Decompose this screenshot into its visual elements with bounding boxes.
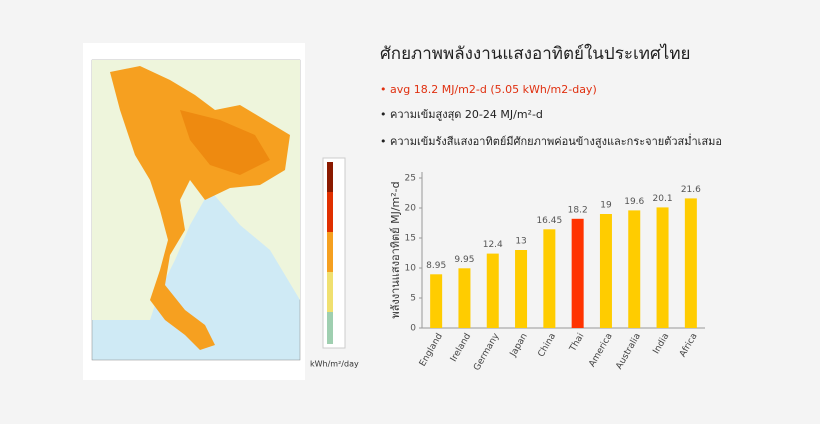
bar — [684, 198, 697, 328]
value-label: 18.2 — [568, 205, 588, 215]
bar — [656, 207, 669, 328]
x-tick-label: Africa — [678, 332, 699, 359]
y-axis-label: พลังงานแสงอาทิตย์ MJ/m²-d — [389, 181, 402, 318]
colorbar — [327, 232, 333, 272]
y-tick-label: 25 — [405, 174, 416, 184]
x-tick-label: Thai — [568, 332, 587, 355]
colorbar-frame — [322, 157, 346, 349]
map-legend-unit: kWh/m²/day — [310, 360, 359, 369]
bullet-text: avg 18.2 MJ/m2-d (5.05 kWh/m2-day) — [390, 83, 597, 96]
bullet: • ความเข้มสูงสุด 20-24 MJ/m²-d — [380, 108, 543, 121]
info-panel: ศักยภาพพลังงานแสงอาทิตย์ในประเทศไทย • av… — [380, 40, 810, 159]
y-tick-label: 0 — [410, 324, 416, 334]
y-tick-label: 20 — [405, 204, 417, 214]
value-label: 9.95 — [454, 255, 474, 265]
y-tick-label: 10 — [405, 264, 417, 274]
value-label: 20.1 — [653, 194, 673, 204]
value-label: 19.6 — [624, 197, 644, 207]
bar — [458, 268, 471, 328]
colorbar — [327, 312, 333, 344]
bar — [628, 210, 641, 328]
bar — [486, 253, 499, 328]
x-tick-label: Ireland — [449, 332, 473, 364]
y-tick-label: 15 — [405, 234, 416, 244]
x-tick-label: America — [587, 332, 614, 369]
value-label: 19 — [600, 201, 612, 211]
bar — [571, 218, 584, 328]
bar — [543, 229, 556, 328]
bullet-text: ความเข้มสูงสุด 20-24 MJ/m²-d — [390, 108, 543, 121]
value-label: 12.4 — [483, 240, 503, 250]
map-region — [180, 110, 270, 175]
x-tick-label: China — [537, 332, 559, 359]
colorbar — [327, 192, 333, 232]
x-tick-label: Australia — [614, 332, 643, 371]
x-tick-label: England — [418, 332, 445, 369]
bar — [515, 250, 528, 328]
x-tick-label: Germany — [472, 331, 502, 372]
bullet-text: ความเข้มรังสีแสงอาทิตย์มีศักยภาพค่อนข้าง… — [390, 135, 723, 148]
value-label: 8.95 — [426, 261, 446, 271]
bar — [599, 214, 612, 328]
bullet: • avg 18.2 MJ/m2-d (5.05 kWh/m2-day) — [380, 83, 597, 96]
value-label: 13 — [515, 237, 526, 247]
value-label: 16.45 — [536, 216, 562, 226]
colorbar — [327, 162, 333, 192]
x-tick-label: India — [652, 332, 672, 356]
y-tick-label: 5 — [410, 294, 416, 304]
bar — [430, 274, 443, 328]
heading: ศักยภาพพลังงานแสงอาทิตย์ในประเทศไทย — [380, 44, 691, 64]
value-label: 21.6 — [681, 185, 701, 195]
bullet: • ความเข้มรังสีแสงอาทิตย์มีศักยภาพค่อนข้… — [380, 135, 723, 148]
colorbar — [327, 272, 333, 312]
x-tick-label: Japan — [508, 332, 530, 360]
